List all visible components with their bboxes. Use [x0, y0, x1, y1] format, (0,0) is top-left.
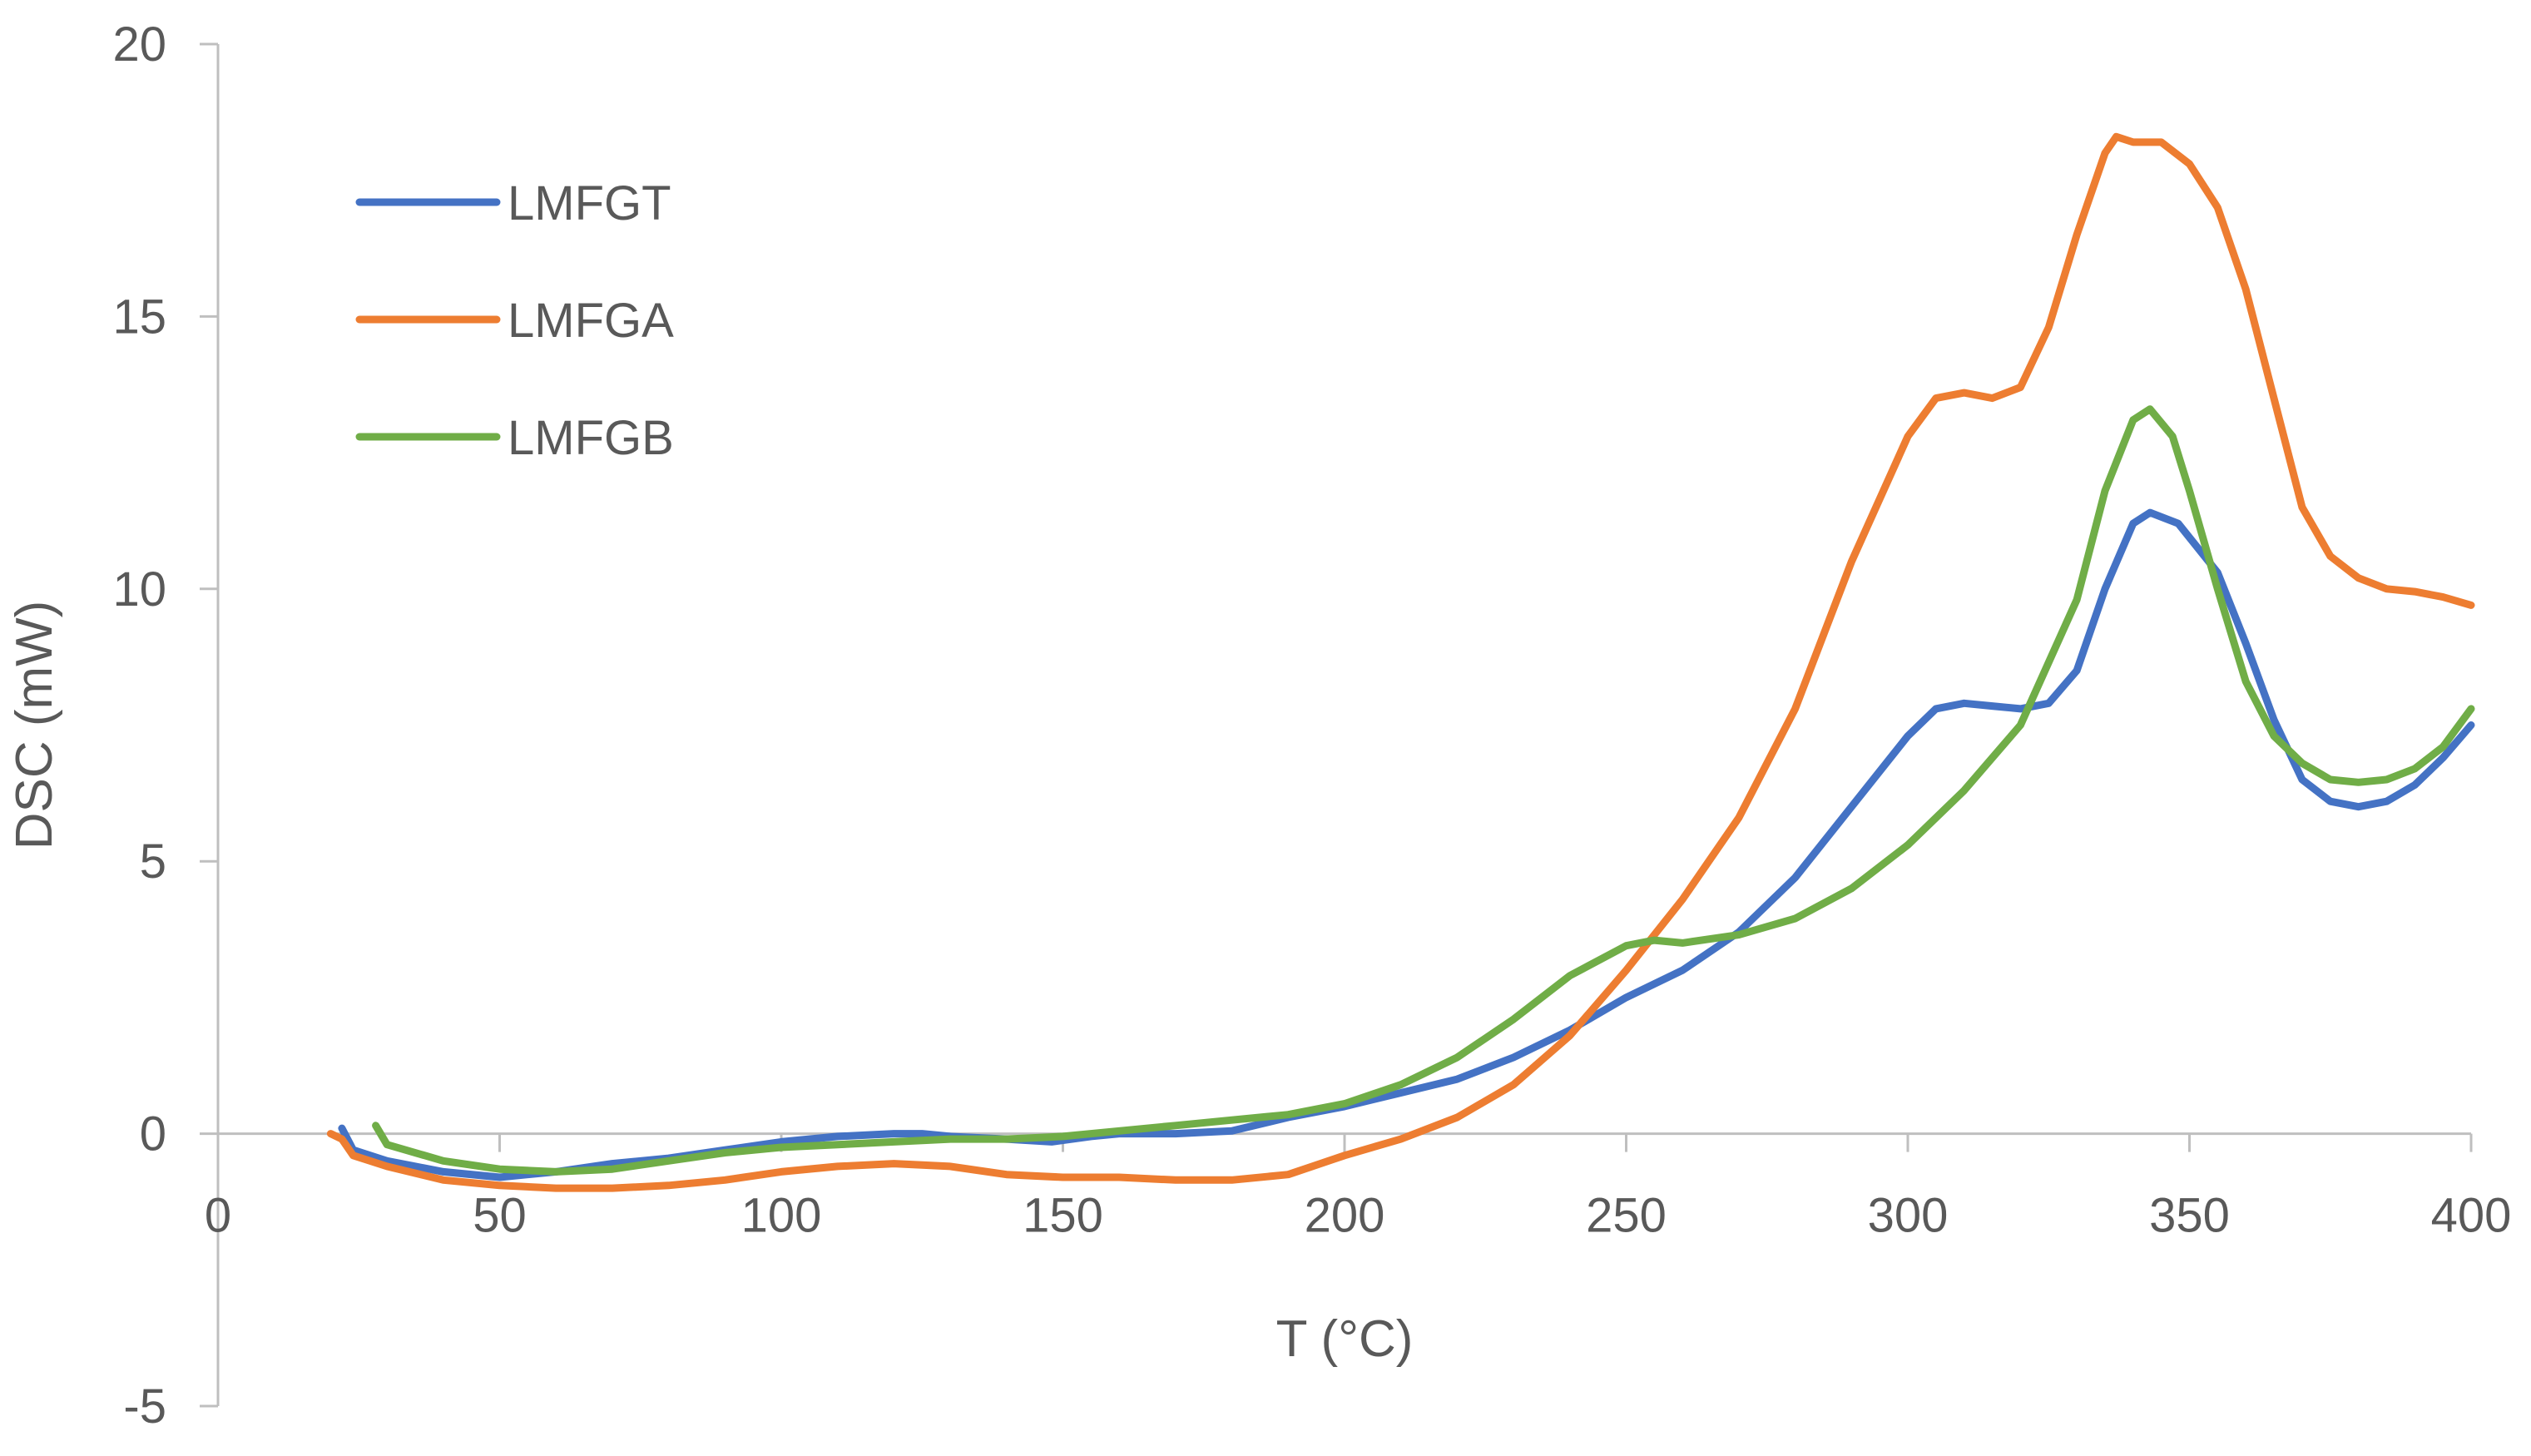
- x-tick-label: 200: [1305, 1189, 1385, 1243]
- legend-label-lmfga: LMFGA: [508, 294, 674, 348]
- legend-label-lmfgt: LMFGT: [508, 176, 671, 230]
- x-tick-label: 50: [473, 1189, 527, 1243]
- y-tick-label: 20: [112, 17, 166, 72]
- series-lines: [326, 132, 2475, 1192]
- y-tick-label: 15: [112, 290, 166, 344]
- y-tick-label: 5: [140, 834, 166, 889]
- y-axis-title: DSC (mW): [6, 601, 63, 850]
- x-tick-label: 350: [2149, 1189, 2230, 1243]
- series-line-lmfga: [326, 132, 2475, 1192]
- y-tick-label: 10: [112, 562, 166, 617]
- x-tick-label: 100: [741, 1189, 822, 1243]
- x-tick-label: 150: [1023, 1189, 1103, 1243]
- y-tick-label: -5: [123, 1379, 166, 1434]
- y-tick-label: 0: [140, 1107, 166, 1161]
- legend: LMFGT LMFGA LMFGB: [355, 176, 674, 465]
- x-tick-label: 250: [1586, 1189, 1667, 1243]
- series-line-lmfgb: [372, 405, 2475, 1176]
- x-tick-label: 300: [1868, 1189, 1949, 1243]
- series-line-lmfgt: [338, 508, 2475, 1181]
- legend-label-lmfgb: LMFGB: [508, 411, 674, 465]
- x-tick-label: 400: [2431, 1189, 2512, 1243]
- x-axis-title: T (°C): [1276, 1310, 1414, 1368]
- x-tick-label: 0: [205, 1189, 231, 1243]
